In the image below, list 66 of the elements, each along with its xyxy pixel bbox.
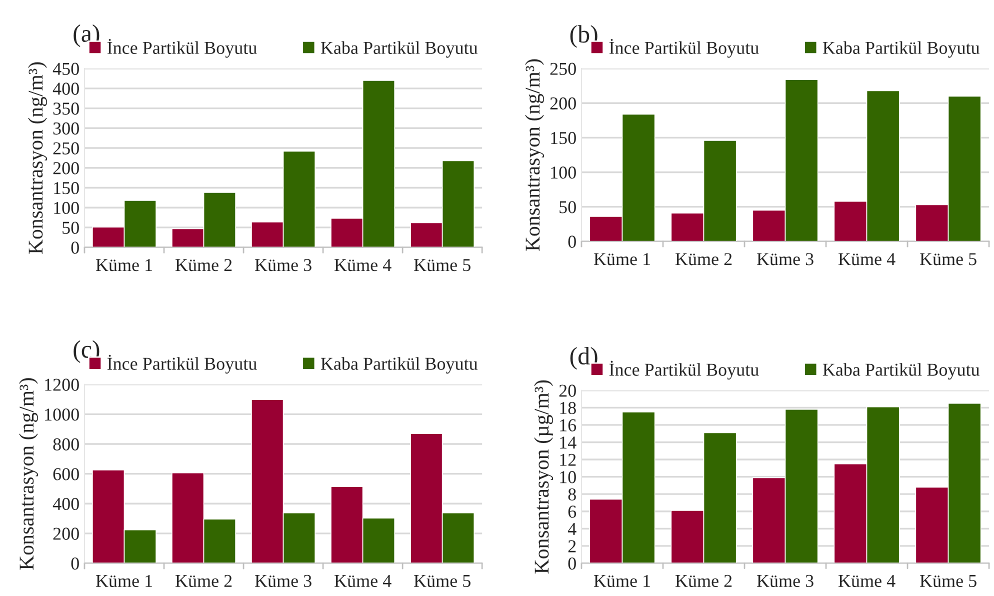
y-tick-label: 600	[53, 468, 79, 480]
x-tick-label: Küme 3	[756, 253, 814, 266]
legend-label: İnce Partikül Boyutu	[107, 354, 257, 374]
x-tick-label: Küme 2	[175, 574, 232, 588]
y-tick-label: 200	[53, 528, 79, 540]
legend-label: Kaba Partikül Boyutu	[822, 41, 980, 58]
x-tick-label: Küme 3	[254, 259, 312, 272]
x-tick-label: Küme 5	[414, 259, 470, 272]
y-tick-label: 20	[559, 384, 576, 397]
y-tick-label: 250	[53, 142, 79, 154]
y-tick-label: 0	[71, 242, 79, 254]
x-tick-label: Küme 1	[594, 253, 650, 266]
x-tick-label: Küme 4	[838, 253, 896, 266]
x-tick-label: Küme 2	[675, 574, 732, 588]
y-tick-label: 0	[71, 557, 79, 570]
x-tick-label: Küme 3	[254, 574, 312, 588]
y-tick-label: 400	[52, 498, 79, 510]
y-tick-label: 150	[54, 182, 79, 194]
y-tick-label: 150	[551, 132, 576, 144]
x-tick-label: Küme 3	[756, 574, 814, 588]
y-axis-title: Konsantrasyon (ng/m³)	[28, 62, 47, 254]
x-tick-label: Küme 4	[334, 574, 392, 588]
y-tick-label: 800	[53, 438, 79, 450]
y-tick-label: 10	[560, 471, 576, 484]
x-tick-label: Küme 2	[675, 253, 732, 266]
x-tick-label: Küme 4	[838, 574, 896, 588]
y-tick-label: 4	[568, 523, 576, 535]
legend-label: İnce Partikül Boyutu	[107, 38, 257, 58]
y-tick-label: 400	[52, 82, 79, 95]
x-tick-label: Küme 5	[920, 253, 976, 266]
y-tick-label: 200	[550, 97, 576, 110]
x-tick-label: Küme 1	[96, 259, 152, 272]
y-tick-label: 50	[62, 222, 79, 234]
legend-label: İnce Partikül Boyutu	[609, 360, 759, 380]
x-tick-label: Küme 1	[96, 574, 152, 588]
y-tick-label: 6	[568, 506, 576, 518]
x-tick-label: Küme 1	[594, 574, 650, 588]
y-tick-label: 0	[568, 236, 576, 248]
legend-label: Kaba Partikül Boyutu	[822, 363, 980, 380]
y-tick-label: 14	[560, 436, 576, 448]
y-tick-label: 100	[54, 202, 79, 214]
y-tick-label: 250	[550, 62, 576, 75]
y-tick-label: 300	[53, 122, 79, 135]
y-tick-label: 1000	[45, 408, 79, 421]
y-axis-title: Konsantrasyon (µg/m³)	[534, 380, 554, 574]
x-tick-label: Küme 5	[920, 575, 976, 588]
legend-label: Kaba Partikül Boyutu	[320, 357, 478, 374]
y-axis-title: Konsantrasyon (ng/m³)	[525, 59, 544, 251]
y-tick-label: 18	[560, 402, 576, 414]
y-tick-label: 350	[53, 102, 79, 115]
y-tick-label: 100	[551, 166, 576, 179]
legend-label: Kaba Partikül Boyutu	[320, 41, 478, 58]
y-tick-label: 12	[560, 454, 576, 466]
y-tick-label: 1200	[45, 378, 79, 391]
y-tick-label: 50	[560, 201, 576, 214]
y-tick-label: 0	[568, 557, 576, 570]
y-tick-label: 450	[52, 62, 79, 75]
y-tick-label: 2	[568, 540, 576, 552]
x-tick-label: Küme 5	[414, 575, 470, 588]
x-tick-label: Küme 2	[175, 259, 232, 272]
y-tick-label: 200	[53, 162, 79, 174]
y-tick-label: 8	[568, 488, 576, 501]
y-tick-label: 16	[560, 419, 576, 432]
legend-label: İnce Partikül Boyutu	[609, 38, 759, 58]
y-axis-title: Konsantrasyon (ng/m³)	[19, 378, 38, 570]
x-tick-label: Küme 4	[334, 259, 392, 272]
